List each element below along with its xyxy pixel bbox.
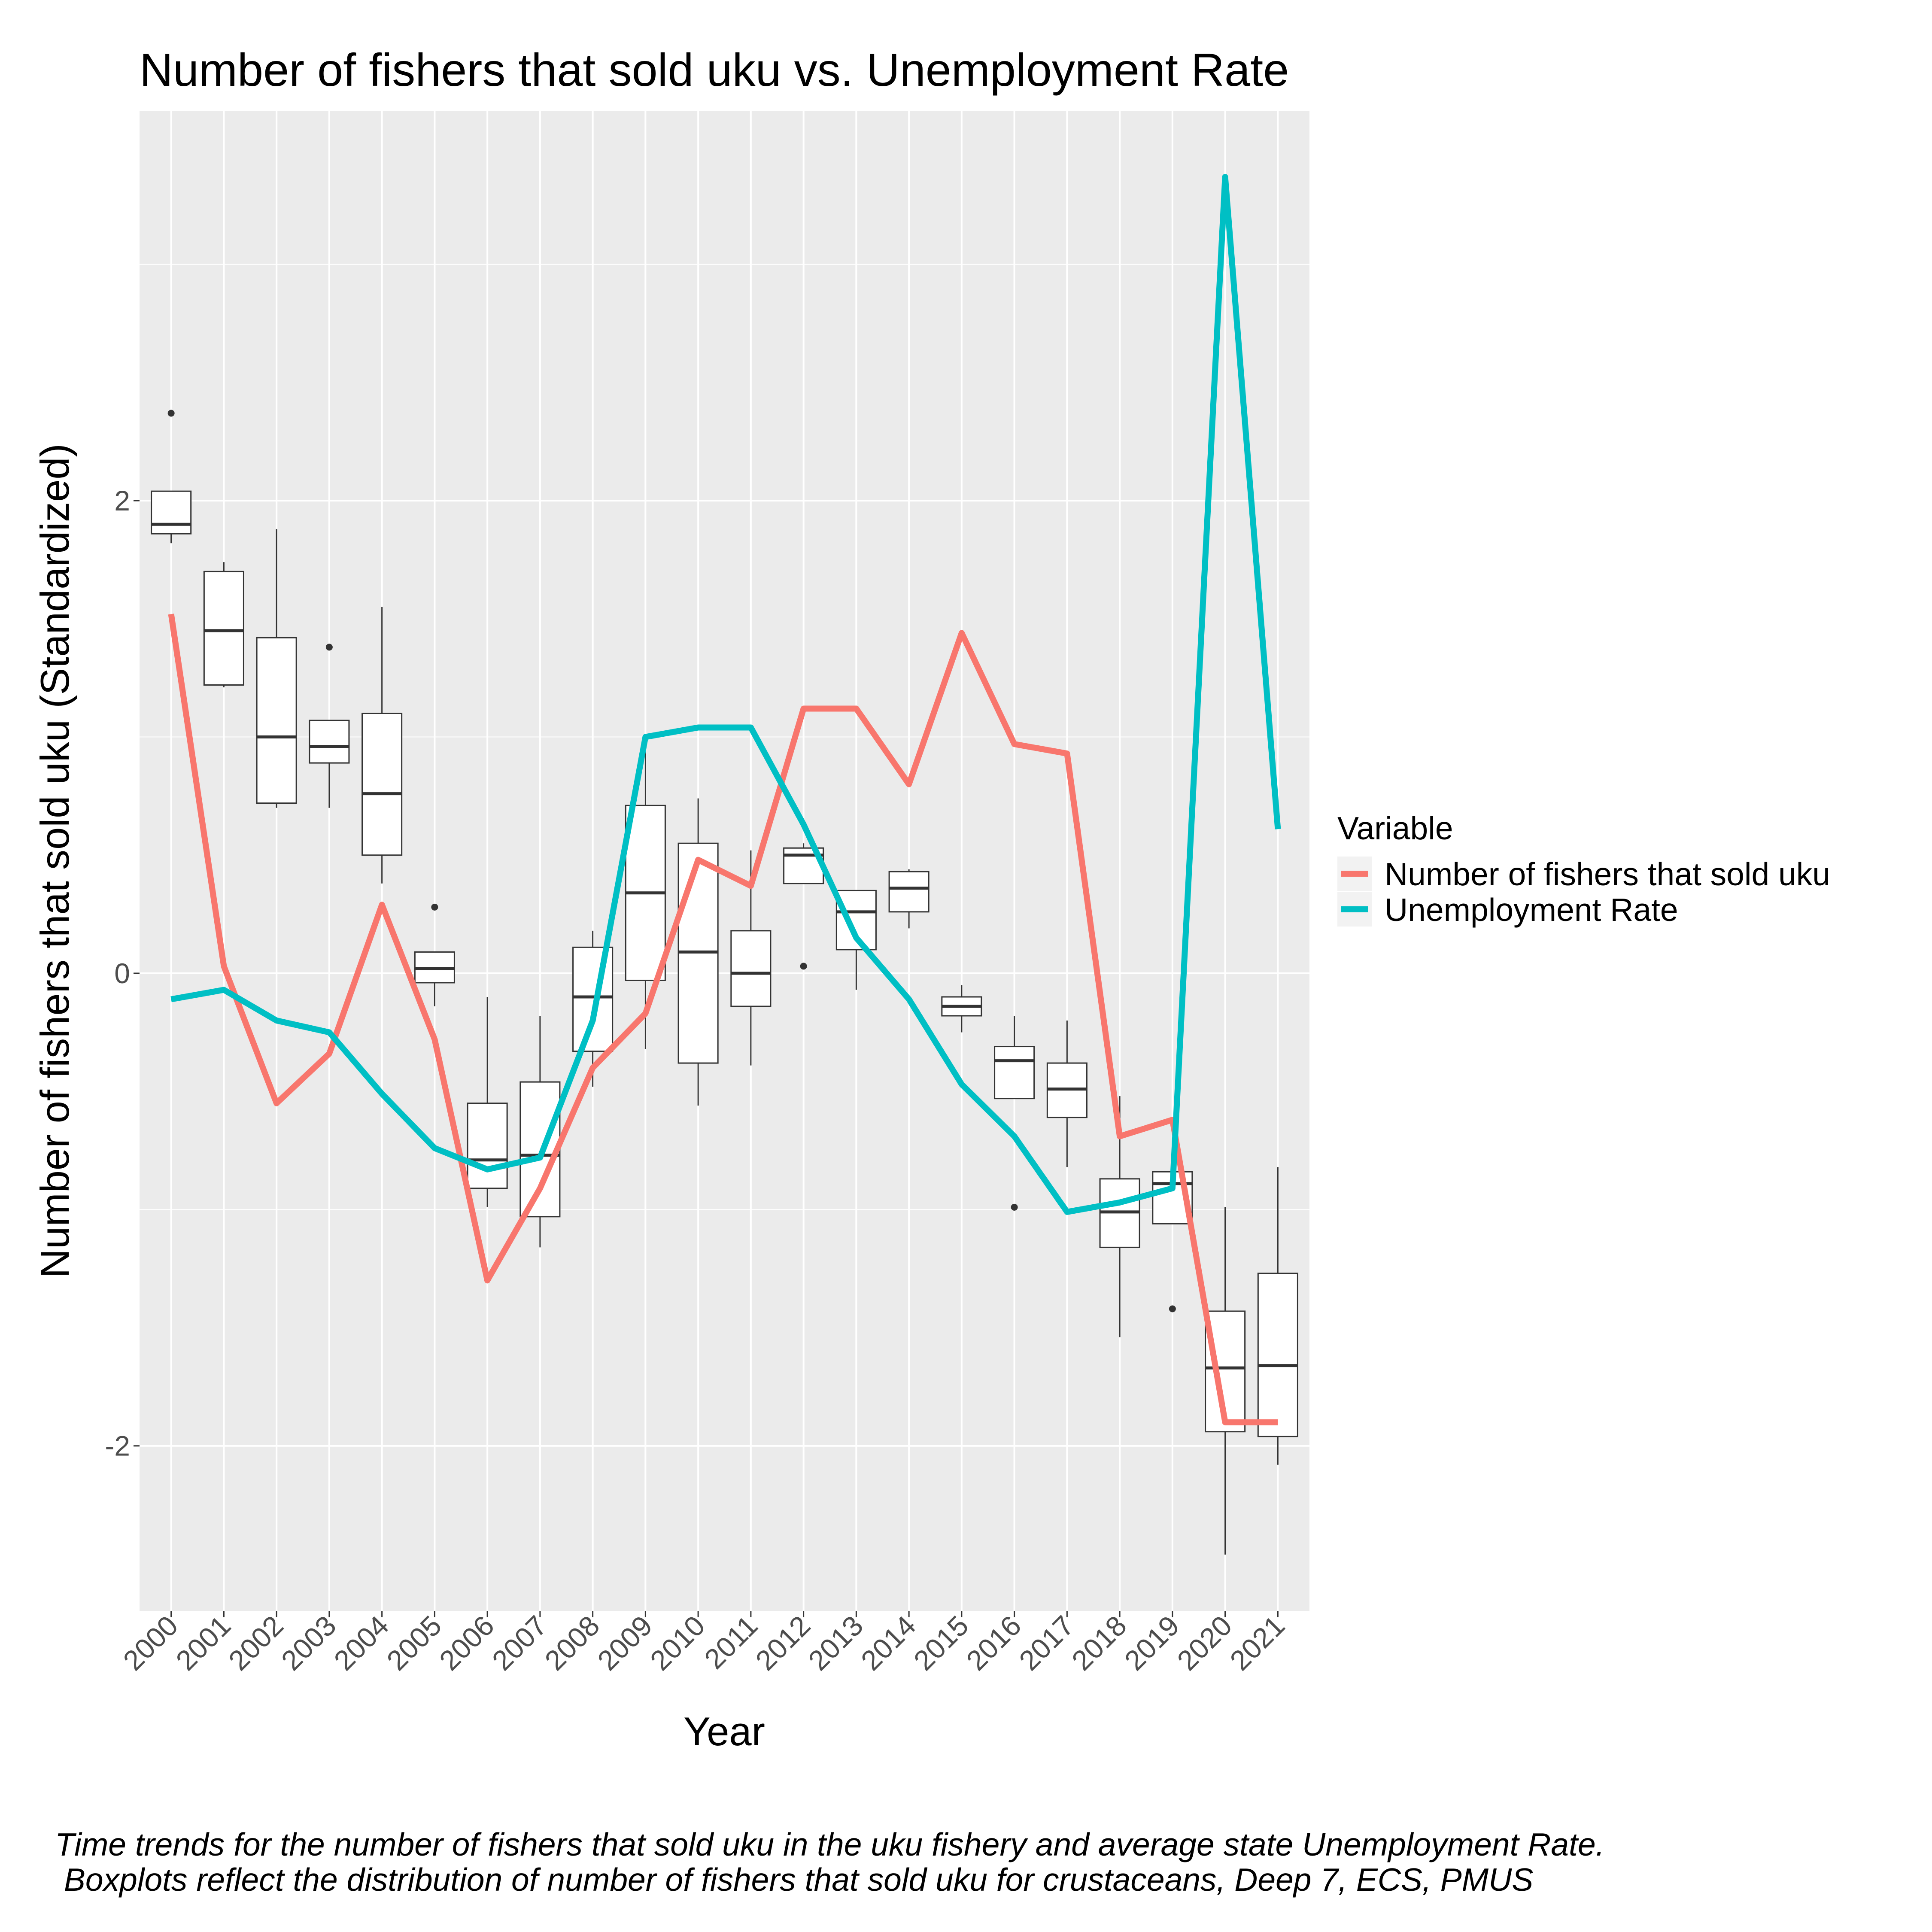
boxplot-2011 [730,850,772,1066]
y-tick-label: 2 [114,485,130,516]
boxplot-outlier [1011,1203,1018,1211]
y-axis: -2 0 2 [105,485,140,1462]
boxplot-box [467,1103,508,1189]
boxplot-outlier [431,903,438,911]
legend-label-fishers: Number of fishers that sold uku [1385,856,1830,892]
boxplot-2015 [941,985,982,1033]
boxplot-outlier [1169,1305,1176,1312]
y-tick-label: -2 [105,1430,130,1462]
boxplot-outlier [167,410,175,417]
boxplot-2001 [203,562,244,687]
y-tick-label: 0 [114,957,130,989]
boxplot-box [203,571,244,686]
boxplot-2002 [256,529,297,808]
series-line-unemployment [170,174,1281,1215]
legend-title: Variable [1337,810,1453,846]
x-axis-title: Year [683,1709,765,1754]
boxplot-2006 [467,996,508,1207]
boxplot-2014 [888,869,930,929]
series-line-fishers [168,614,1278,1425]
series-lines [168,174,1281,1425]
boxplot-2018 [1099,1096,1140,1337]
boxplot-2021 [1257,1167,1298,1465]
y-axis-title: Number of fishers that sold uku (Standar… [32,444,77,1278]
legend-label-unemployment: Unemployment Rate [1385,892,1678,928]
boxplot-box [572,946,614,1052]
boxplot-box [309,720,350,764]
caption-line-2: Boxplots reflect the distribution of num… [55,1862,1533,1898]
boxplot-2016 [994,1016,1035,1211]
boxplot-box [1257,1273,1298,1437]
boxplot-box [256,637,297,804]
boxplot-outlier [800,963,807,970]
boxplot-box [994,1046,1035,1100]
boxplot-2010 [677,798,719,1106]
chart-title: Number of fishers that sold uku vs. Unem… [140,44,1289,96]
boxplot-box [151,490,192,535]
boxplot-box [888,871,930,913]
plot-panel [140,111,1309,1611]
boxplot-outlier [325,644,333,651]
boxplot-2009 [625,749,666,1049]
boxplot-2000 [151,410,192,544]
boxplot-2005 [414,903,455,1006]
boxplot-2017 [1046,1021,1088,1167]
boxplot-box [361,713,403,856]
boxplot-2004 [361,607,403,884]
legend: Variable Number of fishers that sold uku… [1337,810,1830,928]
boxplot-2003 [309,644,350,808]
boxplot-box [730,930,772,1007]
caption-line-1: Time trends for the number of fishers th… [55,1826,1605,1862]
